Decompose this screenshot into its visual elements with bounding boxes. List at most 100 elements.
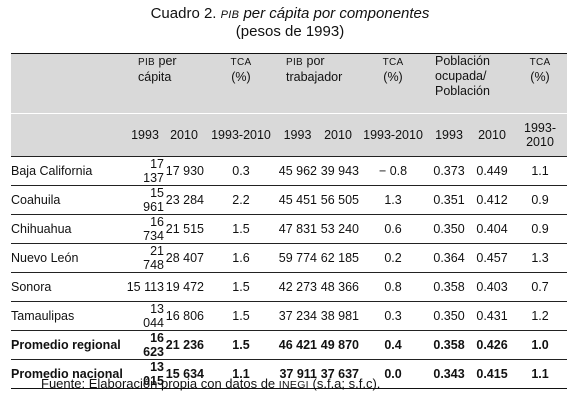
table-cell: 59 774 (278, 243, 317, 273)
source-prefix: Fuente: Elaboración propia con datos de (41, 376, 276, 391)
year-cell: 1993-2010 (204, 113, 278, 157)
table-cell: 15 961 (126, 185, 164, 215)
table-cell: 1.1 (513, 359, 568, 389)
table-cell: 0.404 (471, 214, 514, 244)
table-cell: 37 637 (317, 359, 360, 389)
table-cell: 0.431 (471, 301, 514, 331)
source-note: Fuente: Elaboración propia con datos de … (41, 376, 380, 391)
table-cell: 0.449 (471, 156, 514, 186)
table-cell: 46 421 (278, 330, 317, 360)
table-cell: 16 734 (126, 214, 164, 244)
table-cell: 16 623 (126, 330, 164, 360)
year-cell: 2010 (317, 113, 360, 157)
caption-title-rest: per cápita por componentes (243, 5, 430, 22)
table-cell: 0.3 (204, 156, 278, 186)
header-tca-3: TCA (%) (513, 53, 568, 114)
table-cell: 45 962 (278, 156, 317, 186)
table-cell: 42 273 (278, 272, 317, 302)
table-cell: 17 930 (164, 156, 204, 186)
table-cell: 62 185 (317, 243, 360, 273)
table-cell: 21 748 (126, 243, 164, 273)
table-cell: 48 366 (317, 272, 360, 302)
table-row: Sonora 15 113 19 472 1.5 42 273 48 366 0.8 0.35… (11, 272, 568, 302)
table-cell: 2.2 (204, 185, 278, 215)
header-row-years: 1993 2010 1993-2010 1993 2010 1993-2010 … (11, 113, 568, 157)
table-cell: 23 284 (164, 185, 204, 215)
tca-label-3: TCA (529, 57, 551, 68)
table-cell: 0.350 (427, 214, 472, 244)
table-cell: 1.3 (359, 185, 428, 215)
header-pob-line1: Población (435, 54, 490, 68)
table-cell: 21 515 (164, 214, 204, 244)
table-cell: 19 472 (164, 272, 204, 302)
table-cell: 45 451 (278, 185, 317, 215)
table-cell: 53 240 (317, 214, 360, 244)
table-cell: 16 806 (164, 301, 204, 331)
table-cell: 0.350 (427, 301, 472, 331)
table-cell: 0.7 (513, 272, 568, 302)
header-pib-pc-suffix: per (158, 54, 177, 68)
tca-label: TCA (230, 57, 252, 68)
table-cell: 37 234 (278, 301, 317, 331)
row-label: Coahuila (11, 185, 126, 215)
source-inegi: INEGI (278, 379, 309, 391)
table-cell: 1.2 (513, 301, 568, 331)
table-cell: 38 981 (317, 301, 360, 331)
table-cell: 0.3 (359, 301, 428, 331)
header-tca-2: TCA (%) (359, 53, 428, 114)
row-label: Promedio nacional (11, 359, 126, 389)
table-cell: 1.3 (513, 243, 568, 273)
data-table: PIB per cápita TCA (%) PIB por trabajador… (11, 53, 568, 389)
table-row: Baja California 17 137 17 930 0.3 45 962 39 9… (11, 156, 568, 186)
table-cell: 56 505 (317, 185, 360, 215)
tca-pct-3: (%) (530, 70, 550, 84)
table-cell: 0.457 (471, 243, 514, 273)
table-cell: 13 044 (126, 301, 164, 331)
header-pib-pt-line2: trabajador (286, 70, 343, 84)
table-cell: 37 911 (278, 359, 317, 389)
row-label: Sonora (11, 272, 126, 302)
table-row: Tamaulipas 13 044 16 806 1.5 37 234 38 981 0.3… (11, 301, 568, 331)
year-cell: 1993-2010 (513, 113, 568, 157)
table-cell: 47 831 (278, 214, 317, 244)
table-cell: 1.0 (513, 330, 568, 360)
table-cell: 0.4 (359, 330, 428, 360)
table-row: Promedio nacional 13 015 15 634 1.1 37 911 37… (11, 359, 568, 389)
table-row: Coahuila 15 961 23 284 2.2 45 451 56 505 1.3 0.… (11, 185, 568, 215)
table-cell: 49 870 (317, 330, 360, 360)
table-cell: 0.9 (513, 185, 568, 215)
row-label: Tamaulipas (11, 301, 126, 331)
table-cell: 1.1 (204, 359, 278, 389)
table-cell: 13 015 (126, 359, 164, 389)
year-cell: 1993 (427, 113, 472, 157)
header-pib-per-capita: PIB per cápita (126, 53, 204, 114)
table-cell: 1.6 (204, 243, 278, 273)
table-cell: 1.5 (204, 330, 278, 360)
table-cell: 0.358 (427, 272, 472, 302)
caption-title: Cuadro 2. PIB per cápita por componentes (0, 5, 580, 24)
table-cell: 1.5 (204, 214, 278, 244)
table-cell: 39 943 (317, 156, 360, 186)
tca-label-2: TCA (382, 57, 404, 68)
table-cell: 0.2 (359, 243, 428, 273)
caption-prefix: Cuadro 2. (150, 5, 217, 22)
row-label: Baja California (11, 156, 126, 186)
table-cell: 15 113 (126, 272, 164, 302)
year-cell: 1993 (126, 113, 164, 157)
row-label: Nuevo León (11, 243, 126, 273)
source-suffix: (s.f.a; s.f.c). (312, 376, 381, 391)
table-cell: 0.426 (471, 330, 514, 360)
table-cell: 0.0 (359, 359, 428, 389)
table-row: Promedio regional 16 623 21 236 1.5 46 421 49… (11, 330, 568, 360)
table-cell: 1.5 (204, 301, 278, 331)
header-pib-pc-line2: cápita (138, 70, 172, 84)
year-cell: 1993-2010 (359, 113, 428, 157)
table-cell: 17 137 (126, 156, 164, 186)
table-cell: 0.343 (427, 359, 472, 389)
table-row: Chihuahua 16 734 21 515 1.5 47 831 53 240 0.6 0… (11, 214, 568, 244)
caption-pib: PIB (220, 9, 240, 21)
table-cell: 21 236 (164, 330, 204, 360)
table-cell: 0.6 (359, 214, 428, 244)
row-label: Promedio regional (11, 330, 126, 360)
corner-cell (11, 53, 126, 114)
